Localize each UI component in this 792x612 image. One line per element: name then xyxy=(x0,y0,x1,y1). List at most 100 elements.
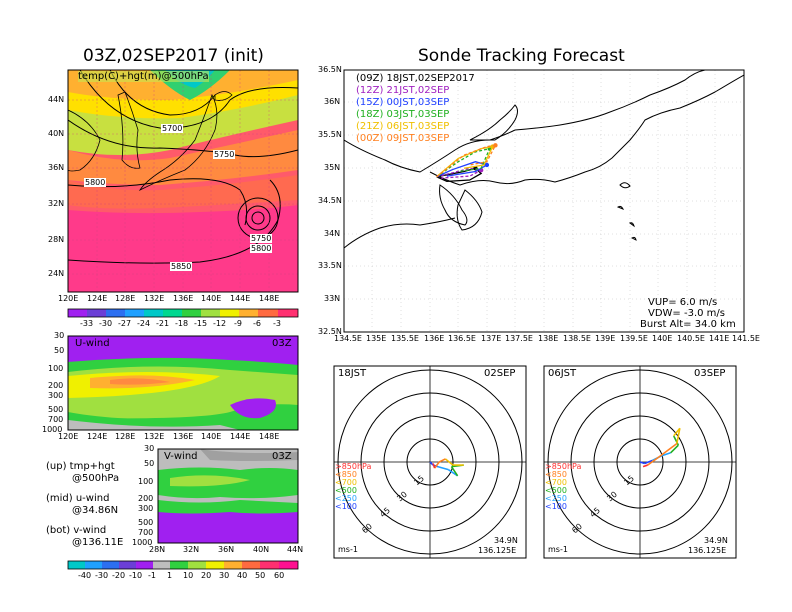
lon-tick: 144E xyxy=(230,432,251,441)
lat-tick: 28N xyxy=(48,235,65,244)
p-tick: 500 xyxy=(138,518,154,527)
track-lat-tick: 36N xyxy=(324,97,341,106)
p-tick: 50 xyxy=(144,459,155,468)
track-lat-tick: 34N xyxy=(324,229,341,238)
p-tick: 200 xyxy=(138,494,154,503)
track-lon-tick: 139E xyxy=(595,334,616,343)
track-lat-tick: 34.5N xyxy=(318,196,342,205)
lat-tick: 28N xyxy=(149,545,166,554)
param-burst: Burst Alt= 34.0 km xyxy=(640,319,736,330)
wind-cbar-tick: 30 xyxy=(219,571,230,580)
lon-tick: 132E xyxy=(144,294,165,303)
track-lat-tick: 36.5N xyxy=(318,65,342,74)
lat-tick: 44N xyxy=(287,545,304,554)
temp-colorbar xyxy=(67,308,299,318)
note-mid-line1: (mid) u-wind xyxy=(46,493,110,504)
track-lon-tick: 136E xyxy=(424,334,445,343)
wind-cbar-tick: 40 xyxy=(237,571,248,580)
note-bot-line2: @136.11E xyxy=(72,537,124,548)
hodograph-segment xyxy=(676,428,681,444)
hodo1-layer: >850hPa xyxy=(335,462,372,471)
wind-cbar-tick: -30 xyxy=(95,571,109,580)
hodo1-layer: <100 xyxy=(335,502,357,511)
track-lon-tick: 137.5E xyxy=(505,334,533,343)
top-map-frame xyxy=(67,69,299,293)
track-lon-tick: 135E xyxy=(366,334,387,343)
lon-tick: 136E xyxy=(173,294,194,303)
lon-tick: 128E xyxy=(115,294,136,303)
hodo2-layer: >850hPa xyxy=(545,462,582,471)
lat-tick: 32N xyxy=(48,199,65,208)
legend-18z: (18Z) 03JST,03SEP xyxy=(356,109,450,120)
track-lon-tick: 138.5E xyxy=(563,334,591,343)
hodograph-1 xyxy=(333,365,527,559)
wind-cbar-tick: 1 xyxy=(167,571,173,580)
hodo2-date: 03SEP xyxy=(694,368,726,379)
temp-cbar-tick: -9 xyxy=(234,319,242,328)
track-lat-tick: 32.5N xyxy=(318,327,342,336)
wind-cbar-tick: 20 xyxy=(201,571,212,580)
lat-tick: 24N xyxy=(48,269,65,278)
left-title: 03Z,02SEP2017 (init) xyxy=(83,46,264,66)
hodograph-segment xyxy=(642,464,648,468)
sonde-tracks xyxy=(436,143,498,183)
hodo2-layer: <100 xyxy=(545,502,567,511)
lon-tick: 136E xyxy=(173,432,194,441)
note-up-line1: (up) tmp+hgt xyxy=(46,461,115,472)
hodograph-segment xyxy=(647,456,659,466)
vwind-frame xyxy=(157,448,299,544)
hodo1-layer: <500 xyxy=(335,486,357,495)
hodo2-layer: <500 xyxy=(545,486,567,495)
hodo1-layer: <850 xyxy=(335,470,357,479)
p-tick: 1000 xyxy=(42,425,63,434)
param-vup: VUP= 6.0 m/s xyxy=(648,297,718,308)
hodograph-segment xyxy=(438,458,446,463)
note-bot-line1: (bot) v-wind xyxy=(46,525,107,536)
temp-cbar-tick: -21 xyxy=(156,319,170,328)
wind-cbar-tick: 60 xyxy=(274,571,285,580)
sonde-burst-point xyxy=(493,143,498,148)
track-lon-tick: 139.5E xyxy=(620,334,648,343)
contour-label: 5750 xyxy=(213,150,236,159)
hodograph-segment xyxy=(450,466,459,477)
legend-09z: (09Z) 18JST,02SEP2017 xyxy=(356,73,475,84)
temp-cbar-tick: -3 xyxy=(273,319,281,328)
track-lat-tick: 33.5N xyxy=(318,261,342,270)
lon-tick: 148E xyxy=(259,432,280,441)
track-lon-tick: 135.5E xyxy=(391,334,419,343)
hodo2-lat: 34.9N xyxy=(704,536,728,545)
track-map xyxy=(344,70,744,332)
hodo2-time: 06JST xyxy=(548,368,577,379)
track-lat-tick: 35N xyxy=(324,163,341,172)
right-title: Sonde Tracking Forecast xyxy=(418,46,625,66)
wind-cbar-tick: -40 xyxy=(78,571,92,580)
lon-tick: 140E xyxy=(201,294,222,303)
track-map-frame xyxy=(343,69,745,333)
hodo1-lat: 34.9N xyxy=(494,536,518,545)
hodograph-segment xyxy=(657,442,678,459)
track-lon-tick: 137E xyxy=(481,334,502,343)
p-tick: 100 xyxy=(48,364,64,373)
lat-tick: 40N xyxy=(253,545,270,554)
p-tick: 300 xyxy=(138,504,154,513)
lat-tick: 32N xyxy=(183,545,200,554)
temp-cbar-tick: -30 xyxy=(99,319,113,328)
track-lon-tick: 140.5E xyxy=(677,334,705,343)
hodograph-segment xyxy=(437,465,449,471)
track-lon-tick: 134.5E xyxy=(334,334,362,343)
uwind-frame xyxy=(67,335,299,431)
vwind-time: 03Z xyxy=(272,451,292,462)
temp-cbar-tick: -12 xyxy=(213,319,227,328)
p-tick: 1000 xyxy=(132,538,153,547)
p-tick: 700 xyxy=(48,415,64,424)
temp-cbar-tick: -6 xyxy=(253,319,261,328)
hodograph-segment xyxy=(639,461,645,465)
wind-cbar-tick: -20 xyxy=(112,571,126,580)
track-lon-tick: 140E xyxy=(652,334,673,343)
wind-cbar-tick: 10 xyxy=(183,571,194,580)
uwind-field xyxy=(68,336,298,430)
hodograph-segment xyxy=(670,444,679,454)
sonde-track-line xyxy=(436,167,484,179)
hodo2-layer: <700 xyxy=(545,478,567,487)
p-tick: 50 xyxy=(54,346,65,355)
